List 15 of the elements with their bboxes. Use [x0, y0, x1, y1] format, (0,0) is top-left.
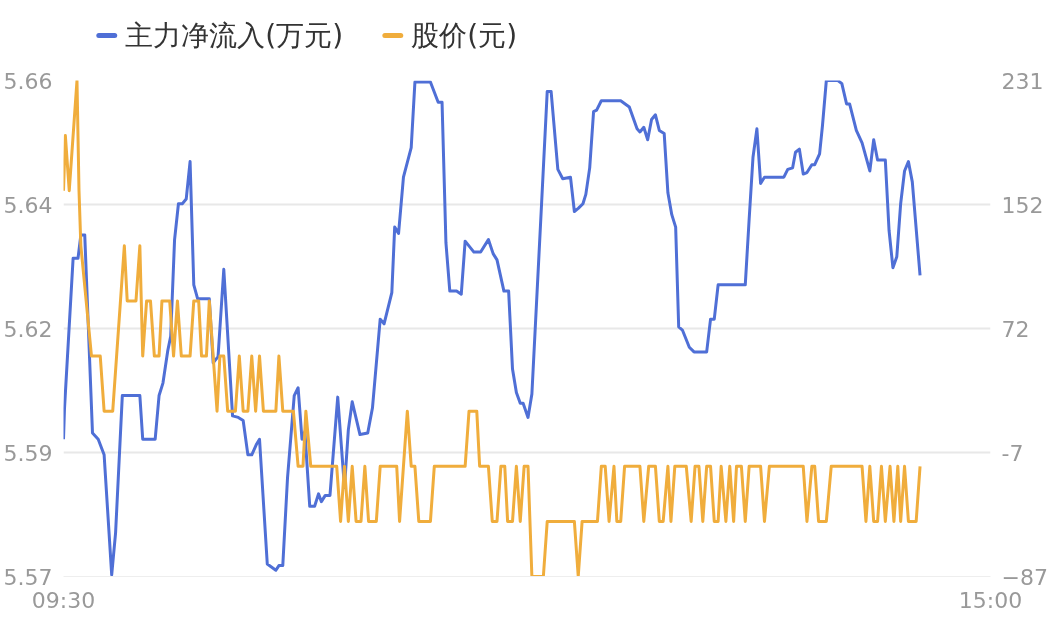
y2-tick-label: 72: [1001, 316, 1030, 342]
line-series: [63, 80, 922, 577]
y-tick-label: 5.64: [3, 192, 53, 218]
y-tick-label: 5.59: [3, 440, 53, 466]
y2-tick-label: 231: [1001, 68, 1044, 94]
y2-tick-label: -7: [1001, 440, 1024, 466]
legend-label: 股价(元): [411, 19, 518, 52]
y2-tick-label: −87: [1001, 564, 1048, 590]
y-tick-label: 5.62: [3, 316, 53, 342]
y2-tick-label: 152: [1001, 192, 1044, 218]
x-tick-label: 15:00: [958, 587, 1023, 613]
y-tick-label: 5.66: [3, 68, 53, 94]
y-tick-label: 5.57: [3, 564, 53, 590]
legend-label: 主力净流入(万元): [125, 19, 344, 52]
x-tick-label: 09:30: [31, 587, 96, 613]
